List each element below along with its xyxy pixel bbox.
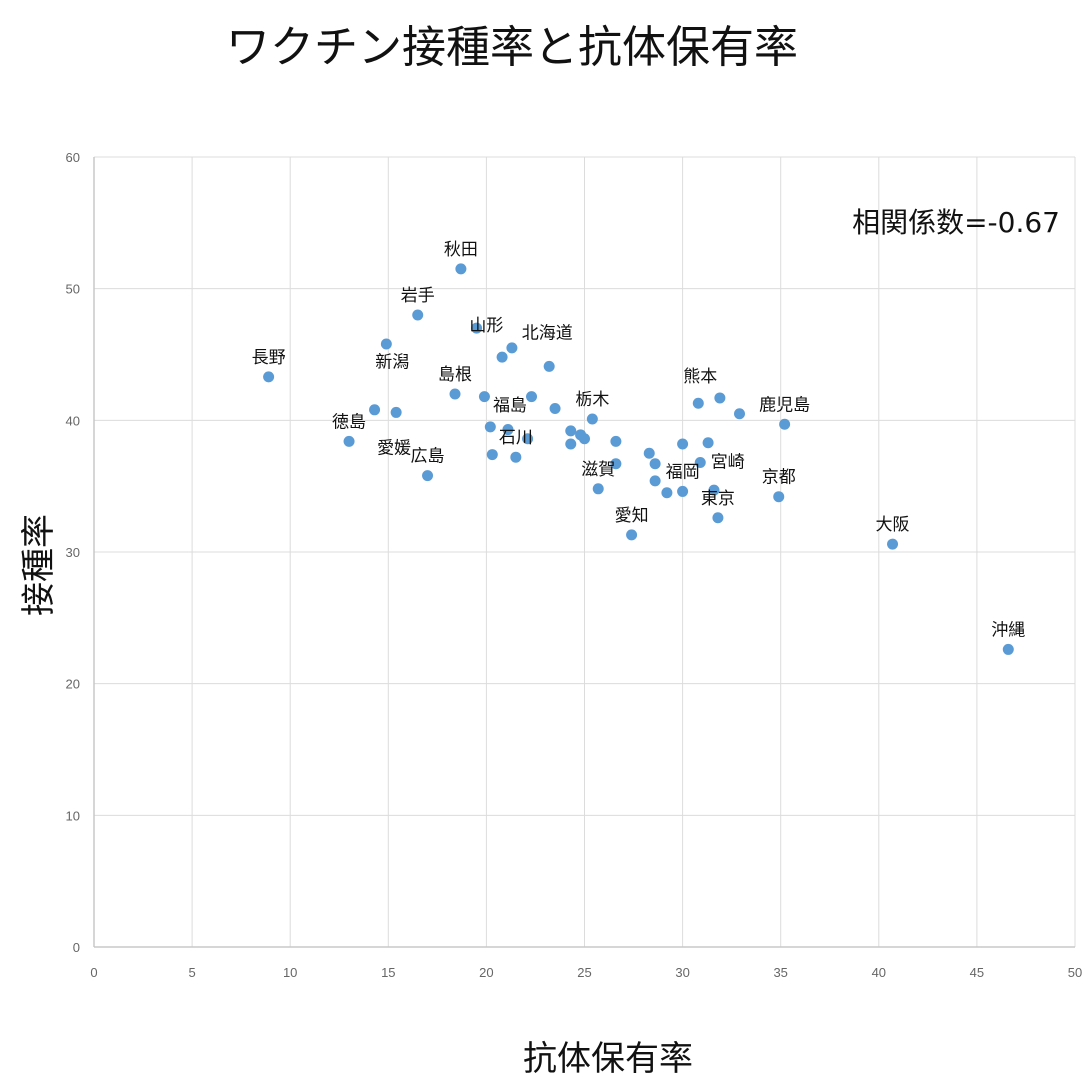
point-label: 鹿児島 [759,395,810,415]
correlation-annotation: 相関係数=-0.67 [852,206,1060,239]
cluster-label: 福島 [493,396,527,416]
y-tick-label: 0 [73,940,80,955]
data-point [649,458,661,470]
data-point [565,438,577,450]
point-label: 大阪 [876,515,910,535]
x-tick-label: 10 [283,965,297,980]
cluster-label: 熊本 [683,367,717,387]
data-point [369,404,381,416]
data-point [390,406,402,418]
data-point [694,456,706,468]
x-tick-label: 50 [1068,965,1082,980]
point-label: 石川 [499,428,533,448]
point-label: 島根 [438,365,472,385]
y-tick-label: 40 [66,413,80,428]
y-tick-label: 20 [66,677,80,692]
point-label: 徳島 [332,412,366,432]
x-tick-label: 30 [675,965,689,980]
x-tick-label: 20 [479,965,493,980]
data-point [471,322,483,334]
data-point [773,491,785,503]
x-tick-label: 45 [970,965,984,980]
y-axis-title: 接種率 [19,514,59,616]
data-point [887,538,899,550]
grid [94,156,1076,947]
data-point [708,484,720,496]
x-tick-label: 35 [773,965,787,980]
data-point [380,338,392,350]
point-labels: 長野徳島 岩手広島 島根 秋田石川 栃木滋賀愛知 福岡東京 京都 鹿児島大阪沖縄 新潟愛媛 山形北… [252,240,1026,641]
data-point [649,475,661,487]
chart-title: ワクチン接種率と抗体保有率 [226,22,798,73]
data-point [484,421,496,433]
cluster-label: 新潟 [375,353,409,373]
x-tick-label: 15 [381,965,395,980]
y-tick-label: 10 [66,808,80,823]
data-point [478,391,490,403]
data-point [496,351,508,363]
data-point [714,392,726,404]
data-point [565,425,577,437]
point-label: 長野 [252,348,286,368]
data-point [506,342,518,354]
y-tick-label: 50 [66,282,80,297]
y-tick-label: 30 [66,545,80,560]
data-point [543,360,555,372]
x-tick-label: 25 [577,965,591,980]
cluster-label: 愛媛 [377,438,411,458]
point-label: 東京 [701,489,735,509]
point-label: 秋田 [444,240,478,260]
data-point [455,263,467,275]
data-point [692,397,704,409]
data-point [449,388,461,400]
data-point [522,433,534,445]
data-points [263,263,1014,655]
data-point [1002,643,1014,655]
point-label: 岩手 [401,286,435,306]
data-point [677,438,689,450]
data-point [661,487,673,499]
y-tick-label: 60 [66,150,80,165]
data-point [502,424,514,436]
data-point [526,391,538,403]
x-tick-label: 0 [90,965,97,980]
data-point [510,451,522,463]
x-tick-label: 40 [872,965,886,980]
cluster-label: 北海道 [522,324,573,344]
data-point [579,433,590,445]
axes [93,157,1075,948]
point-label: 愛知 [615,506,649,526]
data-point [343,435,355,447]
data-point [412,309,424,321]
data-point [712,512,724,524]
data-point [610,458,622,470]
point-label: 滋賀 [581,460,615,480]
point-label: 栃木 [575,390,609,410]
x-tick-label: 5 [188,965,195,980]
data-point [626,529,638,541]
data-point [733,408,745,420]
data-point [586,413,598,425]
data-point [422,470,434,482]
point-label: 福岡 [666,462,700,482]
point-label: 京都 [762,468,796,488]
cluster-label: 宮崎 [711,453,745,473]
data-point [592,483,604,495]
tick-labels: 0 5 10 15 20 25 30 35 40 45 50 0 10 20 30 40 50 60 [66,150,1083,980]
point-label: 広島 [411,447,445,467]
data-point [643,447,655,459]
data-point [549,402,561,414]
cluster-label: 山形 [469,316,503,336]
point-label: 沖縄 [991,620,1025,640]
data-point [610,435,622,447]
data-point [702,437,714,449]
data-point [263,371,275,383]
x-axis-title: 抗体保有率 [523,1039,693,1079]
data-point [677,485,689,497]
data-point [779,418,791,430]
data-point [486,449,498,461]
